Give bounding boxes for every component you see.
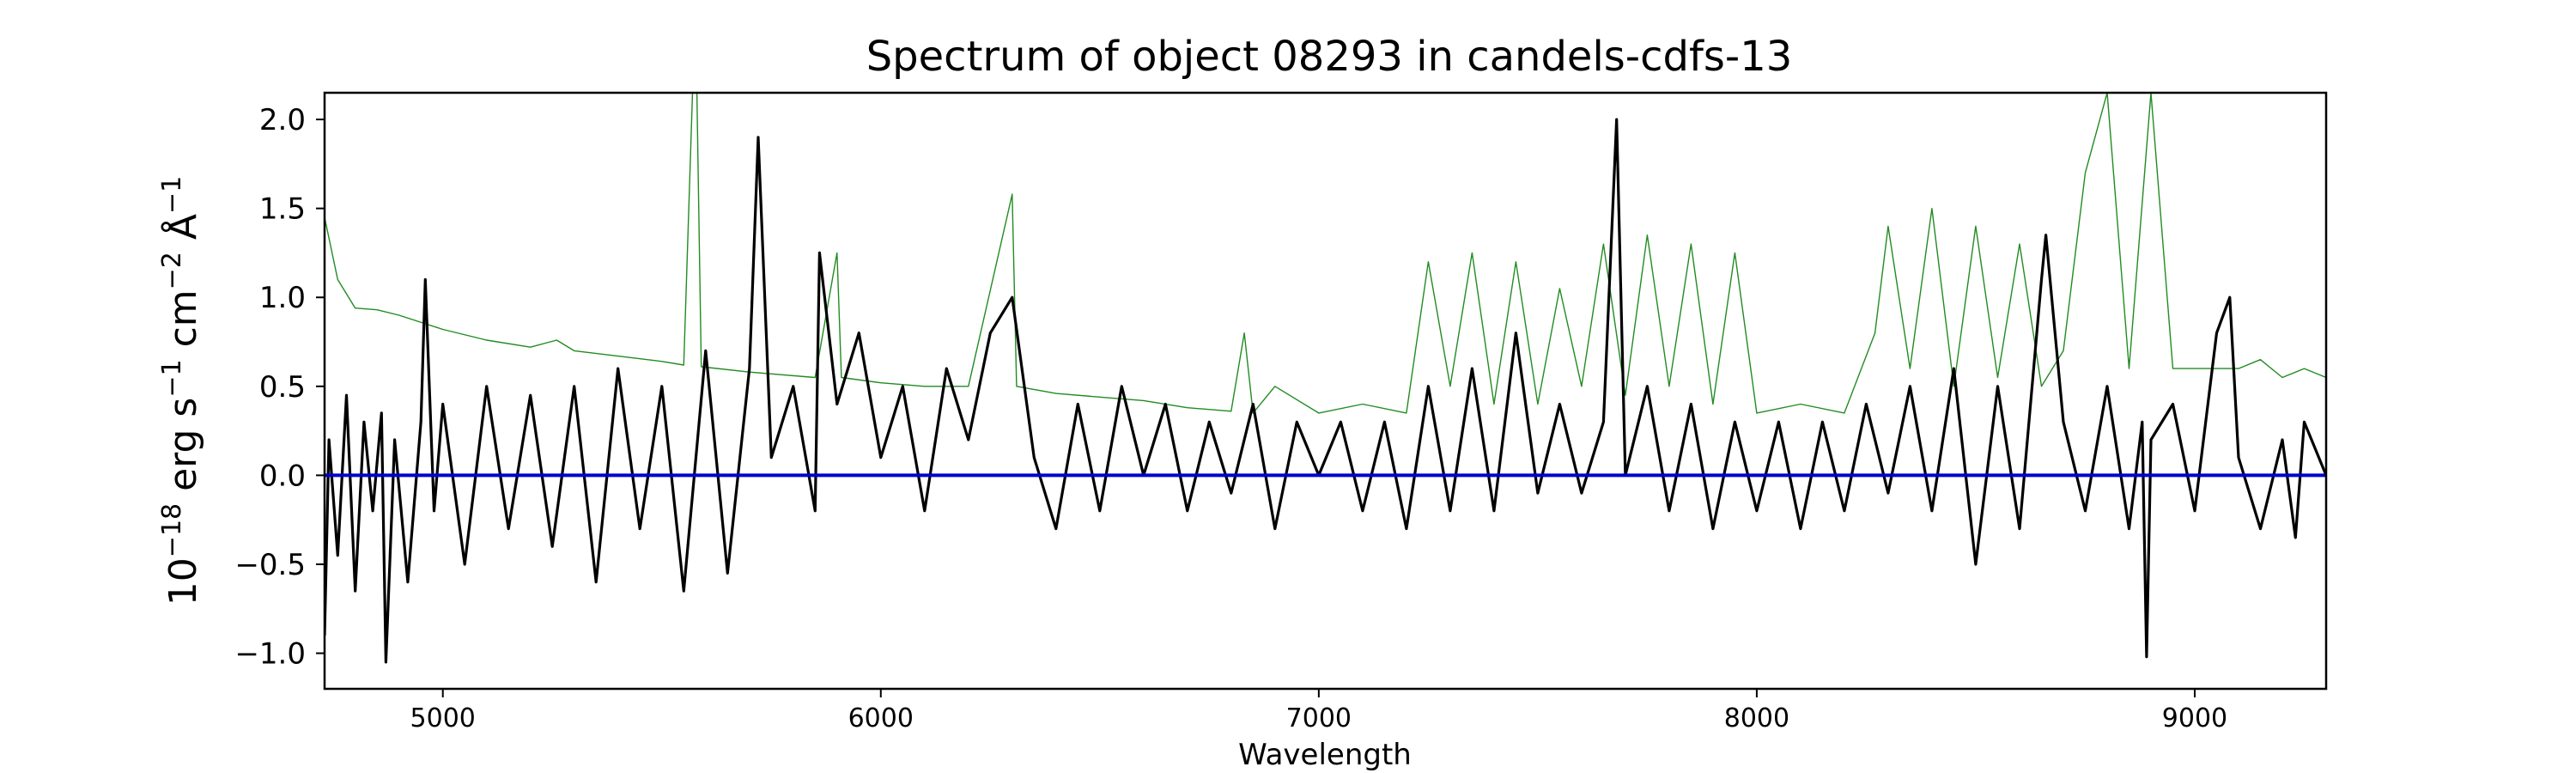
y-tick-label: 1.5 (259, 192, 306, 227)
series-layer (325, 93, 2326, 664)
plot-frame (323, 91, 2328, 691)
y-tick-label: 0.0 (259, 459, 306, 493)
y-tick-label: 1.0 (259, 281, 306, 315)
x-tick-label: 7000 (1286, 703, 1352, 733)
series-line-model (325, 93, 2326, 414)
x-tick-label: 5000 (410, 703, 476, 733)
y-axis-label: 10−18 erg s−1 cm−2 Å−1 (157, 176, 205, 606)
series-line-flux (325, 118, 2326, 664)
y-tick-label: 0.5 (259, 370, 306, 405)
y-tick-label: −1.0 (234, 637, 306, 672)
chart-title: Spectrum of object 08293 in candels-cdfs… (866, 33, 1793, 81)
y-tick-label: −0.5 (234, 548, 306, 582)
x-tick-label: 8000 (1724, 703, 1789, 733)
x-tick-label: 6000 (848, 703, 914, 733)
x-tick-label: 9000 (2162, 703, 2227, 733)
x-axis-label: Wavelength (1238, 738, 1412, 772)
y-tick-label: 2.0 (259, 103, 306, 137)
y-axis-ticks: −1.0 −0.5 0.0 0.5 1.0 1.5 2.0 (234, 103, 325, 672)
x-axis-ticks: 5000 6000 7000 8000 9000 (410, 689, 2227, 733)
